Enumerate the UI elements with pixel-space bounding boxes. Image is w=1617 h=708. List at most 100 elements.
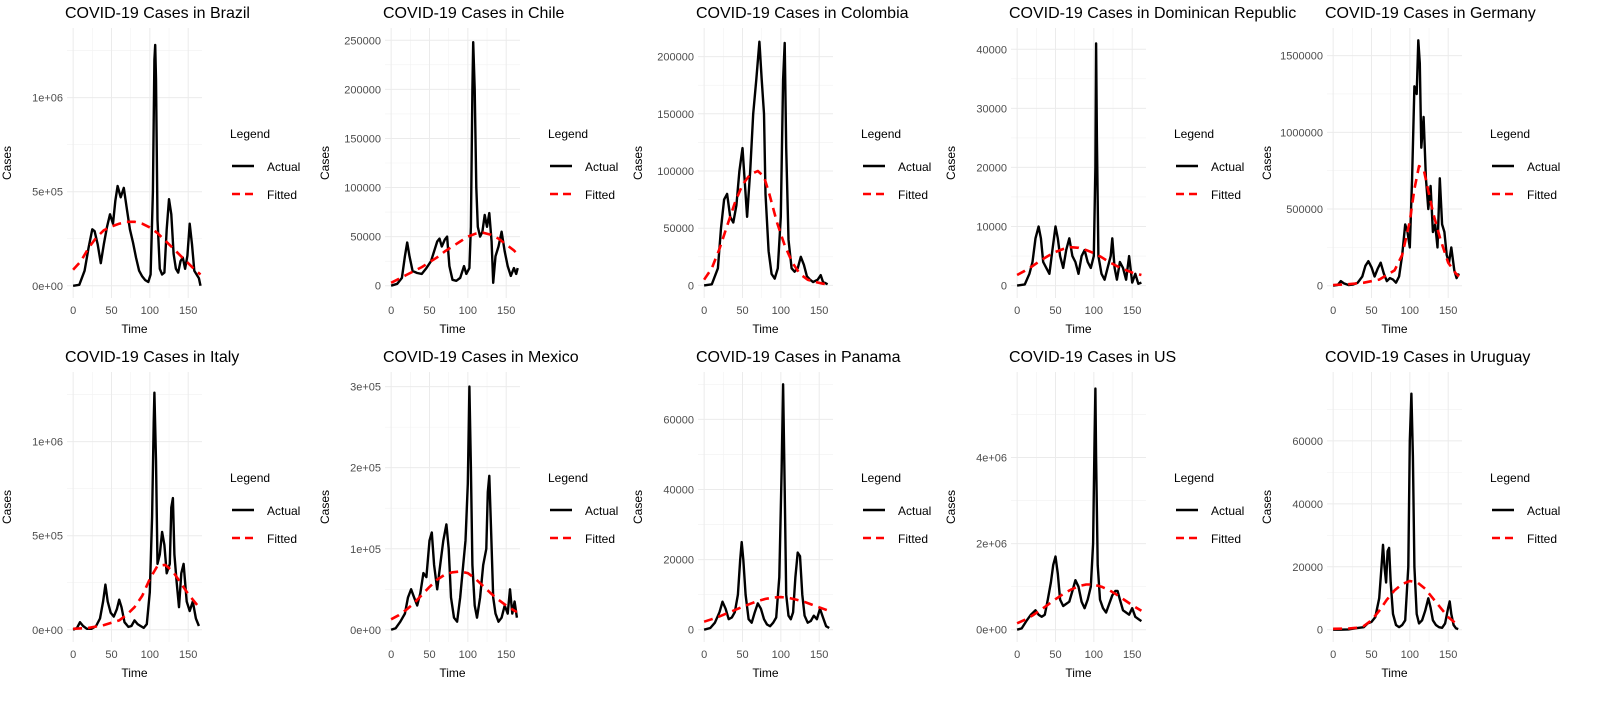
x-axis-title: Time [121, 322, 148, 336]
y-tick-label: 1e+06 [32, 93, 63, 105]
legend-label-fitted: Fitted [898, 188, 928, 202]
y-tick-label: 2e+06 [976, 539, 1007, 551]
panel-title: COVID-19 Cases in US [1009, 349, 1176, 366]
x-tick-label: 100 [459, 305, 477, 317]
x-axis-title: Time [121, 666, 148, 680]
y-tick-label: 500000 [1286, 204, 1323, 216]
y-tick-label: 0e+00 [32, 625, 63, 637]
legend-label-fitted: Fitted [267, 532, 297, 546]
y-tick-label: 0e+00 [976, 625, 1007, 637]
legend-label-actual: Actual [585, 160, 618, 174]
x-axis-title: Time [439, 322, 466, 336]
fitted-series-line [390, 570, 518, 621]
legend-label-actual: Actual [1527, 504, 1560, 518]
y-tick-label: 60000 [663, 414, 694, 426]
x-axis-title: Time [752, 322, 779, 336]
y-tick-label: 200000 [344, 84, 381, 96]
y-tick-label: 150000 [657, 109, 694, 121]
x-tick-label: 150 [810, 305, 828, 317]
panel-title: COVID-19 Cases in Germany [1325, 5, 1536, 22]
x-tick-label: 150 [179, 305, 197, 317]
x-axis-title: Time [1381, 666, 1408, 680]
x-tick-label: 0 [701, 305, 707, 317]
x-tick-label: 100 [141, 305, 159, 317]
y-tick-label: 1500000 [1280, 51, 1323, 63]
y-tick-label: 3e+05 [350, 382, 381, 394]
x-tick-label: 150 [497, 649, 515, 661]
fitted-series-line [703, 169, 828, 286]
y-tick-label: 10000 [976, 222, 1007, 234]
legend-title: Legend [230, 127, 270, 141]
x-tick-label: 150 [1123, 649, 1141, 661]
legend-title: Legend [1490, 127, 1530, 141]
fitted-series-line [1016, 245, 1142, 277]
legend-label-fitted: Fitted [1527, 532, 1557, 546]
y-tick-label: 20000 [976, 162, 1007, 174]
x-tick-label: 0 [70, 305, 76, 317]
fitted-series-line [1333, 579, 1459, 631]
legend-title: Legend [861, 127, 901, 141]
y-axis-title: Cases [631, 490, 645, 524]
x-axis-title: Time [439, 666, 466, 680]
chart-panel-9: COVID-19 Cases in Uruguay 0 50 100 150 0 20000… [1260, 349, 1560, 680]
y-tick-label: 5e+05 [32, 531, 63, 543]
y-axis-title: Cases [1260, 146, 1274, 180]
y-axis-title: Cases [631, 146, 645, 180]
panel-title: COVID-19 Cases in Colombia [696, 5, 909, 22]
y-tick-label: 100000 [657, 166, 694, 178]
panel-title: COVID-19 Cases in Uruguay [1325, 349, 1530, 366]
y-tick-label: 1e+05 [350, 544, 381, 556]
x-tick-label: 50 [1049, 649, 1061, 661]
chart-panel-4: COVID-19 Cases in Germany 0 50 100 150 0 50000… [1260, 5, 1560, 336]
chart-panel-2: COVID-19 Cases in Colombia 0 50 100 150 0 5000… [631, 5, 931, 336]
x-tick-label: 150 [497, 305, 515, 317]
x-axis-title: Time [1381, 322, 1408, 336]
legend-label-actual: Actual [1211, 160, 1244, 174]
fitted-series-line [73, 563, 200, 631]
x-tick-label: 50 [423, 305, 435, 317]
y-tick-label: 150000 [344, 133, 381, 145]
legend-label-fitted: Fitted [585, 188, 615, 202]
actual-series-line [1016, 387, 1143, 631]
y-tick-label: 200000 [657, 52, 694, 64]
legend-label-fitted: Fitted [585, 532, 615, 546]
y-axis-title: Cases [0, 146, 14, 180]
fitted-series-line [390, 231, 519, 284]
x-tick-label: 50 [1049, 305, 1061, 317]
y-tick-label: 0 [1317, 281, 1323, 293]
chart-panel-1: COVID-19 Cases in Chile 0 50 100 150 0 50000 10… [318, 5, 618, 336]
legend-label-actual: Actual [898, 160, 931, 174]
x-tick-label: 100 [772, 305, 790, 317]
actual-series-line [1332, 39, 1460, 287]
y-axis-title: Cases [318, 146, 332, 180]
x-tick-label: 50 [105, 649, 117, 661]
x-axis-title: Time [1065, 666, 1092, 680]
legend-title: Legend [1490, 471, 1530, 485]
y-tick-label: 100000 [344, 183, 381, 195]
x-tick-label: 50 [1365, 305, 1377, 317]
panel-title: COVID-19 Cases in Italy [65, 349, 239, 366]
y-tick-label: 40000 [1292, 499, 1323, 511]
actual-series-line [390, 41, 519, 287]
x-tick-label: 100 [1085, 649, 1103, 661]
legend-title: Legend [548, 127, 588, 141]
x-tick-label: 0 [1330, 649, 1336, 661]
legend-label-fitted: Fitted [1527, 188, 1557, 202]
y-tick-label: 0e+00 [350, 625, 381, 637]
x-tick-label: 100 [1401, 305, 1419, 317]
x-tick-label: 0 [388, 305, 394, 317]
x-tick-label: 50 [736, 305, 748, 317]
fitted-series-line [703, 595, 830, 623]
y-tick-label: 2e+05 [350, 463, 381, 475]
x-tick-label: 100 [1085, 305, 1103, 317]
x-axis-title: Time [752, 666, 779, 680]
y-axis-title: Cases [944, 146, 958, 180]
y-tick-label: 60000 [1292, 436, 1323, 448]
chart-panel-5: COVID-19 Cases in Italy 0 50 100 150 0e+00 5e+… [0, 349, 300, 680]
x-tick-label: 0 [1014, 305, 1020, 317]
x-tick-label: 150 [1439, 305, 1457, 317]
chart-panel-3: COVID-19 Cases in Dominican Republic 0 50 1… [944, 5, 1296, 336]
y-axis-title: Cases [0, 490, 14, 524]
